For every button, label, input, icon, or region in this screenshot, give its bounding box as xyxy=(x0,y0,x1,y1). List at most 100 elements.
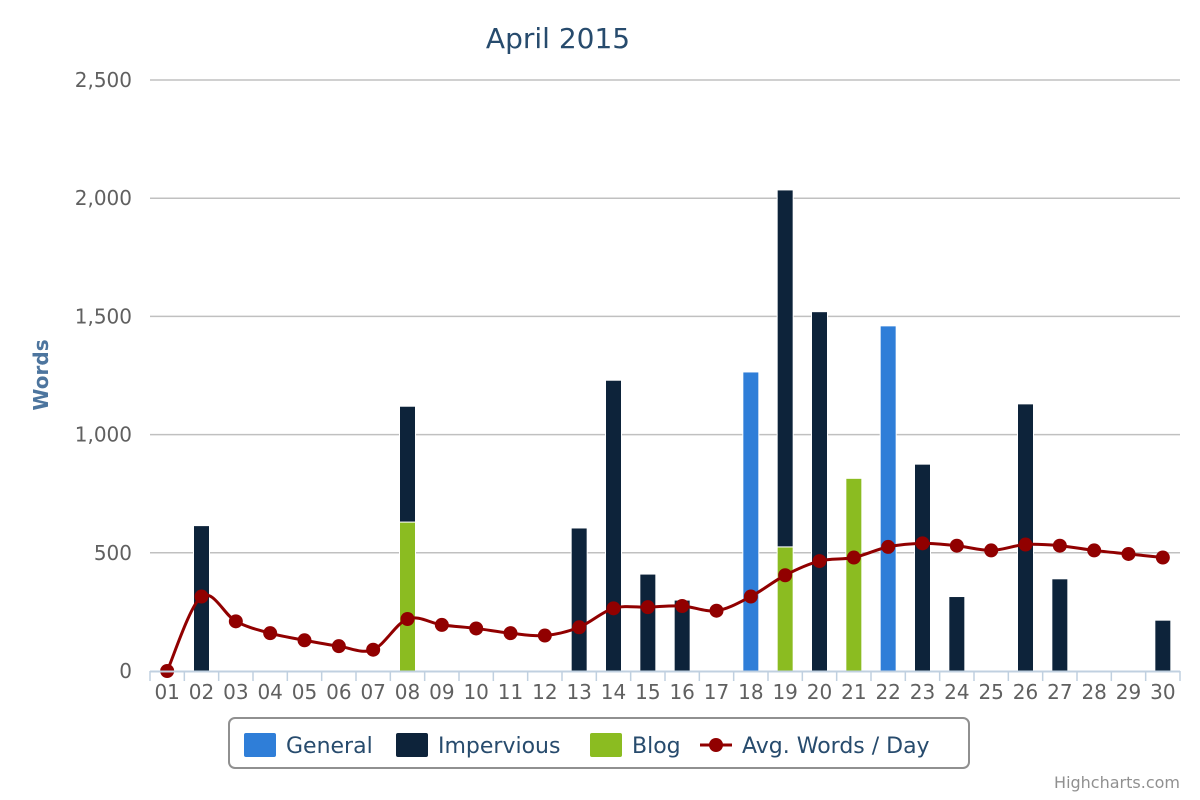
avg-line xyxy=(160,536,1170,678)
avg-point-16 xyxy=(675,598,690,613)
x-tick-label: 24 xyxy=(944,680,969,704)
bar-impervious-27 xyxy=(1051,578,1069,672)
y-axis-ticks: 0 500 1,000 1,500 2,000 2,500 xyxy=(75,68,132,683)
avg-point-28 xyxy=(1087,543,1102,558)
x-tick-label: 27 xyxy=(1047,680,1072,704)
avg-point-04 xyxy=(263,626,278,641)
x-tick-label: 25 xyxy=(978,680,1003,704)
avg-point-03 xyxy=(228,614,243,629)
avg-point-24 xyxy=(949,538,964,553)
legend-item-general[interactable]: General xyxy=(244,733,373,759)
avg-point-05 xyxy=(297,633,312,648)
legend-item-impervious[interactable]: Impervious xyxy=(396,733,560,759)
bar-impervious-19 xyxy=(776,189,794,548)
avg-point-14 xyxy=(606,601,621,616)
x-tick-label: 07 xyxy=(360,680,385,704)
x-tick-label: 26 xyxy=(1013,680,1038,704)
bar-blog-19 xyxy=(776,546,794,672)
avg-point-07 xyxy=(366,642,381,657)
x-tick-label: 30 xyxy=(1150,680,1175,704)
avg-point-10 xyxy=(469,621,484,636)
bar-impervious-30 xyxy=(1154,619,1172,672)
avg-point-09 xyxy=(434,617,449,632)
avg-point-19 xyxy=(778,568,793,583)
x-axis: 01 02 03 04 05 06 07 08 09 10 11 12 13 14 15 16 17 18 19 20… xyxy=(149,670,1181,704)
x-tick-label: 16 xyxy=(669,680,694,704)
avg-point-15 xyxy=(640,600,655,615)
avg-point-30 xyxy=(1155,550,1170,565)
y-tick-label: 500 xyxy=(94,541,132,565)
avg-point-11 xyxy=(503,626,518,641)
y-axis-title: Words xyxy=(29,339,53,410)
legend-label: Impervious xyxy=(438,734,560,759)
bar-blog-08 xyxy=(399,521,416,672)
legend-swatch xyxy=(396,733,428,757)
x-tick-label: 01 xyxy=(154,680,179,704)
legend: General Impervious Blog Avg. Words / Day xyxy=(228,717,970,769)
chart-title: April 2015 xyxy=(486,22,630,55)
legend-marker-symbol xyxy=(709,738,723,752)
x-tick-label: 29 xyxy=(1116,680,1141,704)
x-tick-label: 12 xyxy=(532,680,557,704)
x-tick-label: 06 xyxy=(326,680,351,704)
y-tick-label: 2,500 xyxy=(75,68,132,92)
avg-point-29 xyxy=(1121,546,1136,561)
x-tick-label: 11 xyxy=(498,680,523,704)
y-tick-label: 1,000 xyxy=(75,423,132,447)
x-tick-label: 20 xyxy=(807,680,832,704)
legend-item-avg-words-day[interactable]: Avg. Words / Day xyxy=(700,734,930,759)
avg-point-13 xyxy=(572,620,587,635)
x-tick-label: 02 xyxy=(189,680,214,704)
x-tick-label: 04 xyxy=(257,680,282,704)
avg-point-26 xyxy=(1018,537,1033,552)
bar-impervious-15 xyxy=(639,573,657,672)
x-tick-label: 09 xyxy=(429,680,454,704)
x-tick-label: 28 xyxy=(1081,680,1106,704)
avg-point-25 xyxy=(984,543,999,558)
legend-label: Blog xyxy=(632,734,681,759)
avg-point-20 xyxy=(812,554,827,569)
avg-point-02 xyxy=(194,589,209,604)
bar-impervious-20 xyxy=(811,311,828,672)
bar-impervious-23 xyxy=(914,463,931,672)
avg-words-line xyxy=(165,541,1163,672)
bar-impervious-26 xyxy=(1017,403,1034,672)
avg-point-22 xyxy=(881,539,896,554)
x-tick-label: 18 xyxy=(738,680,763,704)
avg-point-06 xyxy=(331,639,346,654)
credits-link[interactable]: Highcharts.com xyxy=(1054,773,1180,792)
y-tick-label: 1,500 xyxy=(75,304,132,328)
legend-swatch xyxy=(244,733,276,757)
avg-point-18 xyxy=(743,589,758,604)
x-tick-label: 05 xyxy=(292,680,317,704)
bar-blog-21 xyxy=(845,477,863,672)
bar-impervious-24 xyxy=(948,596,966,672)
y-tick-label: 2,000 xyxy=(75,186,132,210)
avg-point-21 xyxy=(846,550,861,565)
bar-impervious-08 xyxy=(399,405,416,523)
x-tick-label: 03 xyxy=(223,680,248,704)
x-tick-label: 19 xyxy=(772,680,797,704)
avg-point-17 xyxy=(709,603,724,618)
x-tick-label: 10 xyxy=(463,680,488,704)
x-tick-label: 21 xyxy=(841,680,866,704)
legend-label: Avg. Words / Day xyxy=(742,734,930,759)
bar-general-22 xyxy=(879,325,897,672)
bar-general-18 xyxy=(742,371,760,672)
avg-point-12 xyxy=(537,628,552,643)
x-tick-label: 08 xyxy=(395,680,420,704)
bars xyxy=(193,189,1172,672)
legend-item-blog[interactable]: Blog xyxy=(590,733,681,759)
legend-label: General xyxy=(286,734,373,759)
x-tick-label: 14 xyxy=(601,680,626,704)
bar-impervious-14 xyxy=(605,379,622,672)
y-tick-label: 0 xyxy=(119,659,132,683)
avg-point-23 xyxy=(915,536,930,551)
avg-point-27 xyxy=(1052,538,1067,553)
x-tick-label: 15 xyxy=(635,680,660,704)
x-tick-label: 22 xyxy=(875,680,900,704)
gridlines xyxy=(150,79,1180,554)
x-tick-label: 13 xyxy=(566,680,591,704)
x-tick-label: 23 xyxy=(910,680,935,704)
